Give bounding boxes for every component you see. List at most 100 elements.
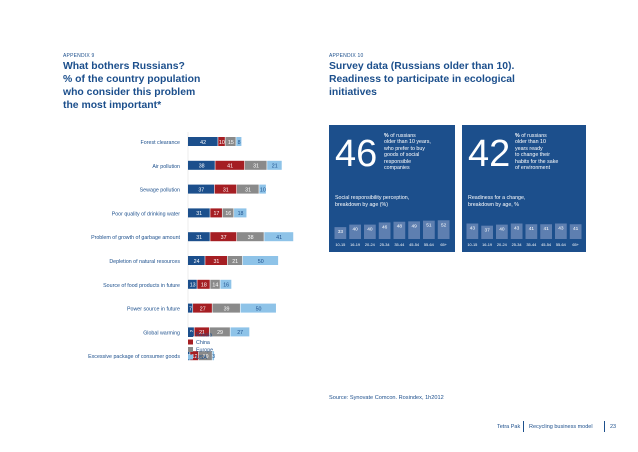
legend-swatch <box>188 347 193 352</box>
card2-big-number: 42 <box>468 133 511 175</box>
bar-value-label: 13 <box>190 283 196 289</box>
age-label: 45-54 <box>409 242 420 247</box>
age-bar-value: 43 <box>514 226 520 232</box>
card2-desc-line: older than 10 <box>515 139 546 146</box>
age-bar-value: 41 <box>529 226 535 232</box>
bar-segment-usa <box>240 303 276 313</box>
bar-value-label: 31 <box>253 164 259 170</box>
age-bar-value: 51 <box>426 223 432 229</box>
bar-value-label: 27 <box>200 306 206 312</box>
card2-desc-line: habits for the sake <box>515 158 559 165</box>
bar-segment-usa <box>234 208 247 218</box>
bar-value-label: 18 <box>201 283 207 289</box>
bar-segment-usa <box>236 137 242 146</box>
bar-segment-europe <box>210 279 220 289</box>
category-label: Source of food products in future <box>103 283 180 289</box>
bar-segment-usa <box>212 351 215 361</box>
age-bar-value: 43 <box>470 226 476 232</box>
age-bar-value: 41 <box>573 226 579 232</box>
bar-value-label: 21 <box>232 259 238 265</box>
category-label: Global warming <box>143 330 180 336</box>
bar-value-label: 50 <box>258 259 264 265</box>
card2-desc-line: years ready <box>515 145 543 152</box>
bar-segment-usa <box>259 184 266 194</box>
footer-company: Tetra Pak <box>497 424 521 430</box>
page-number: 23 <box>610 424 617 430</box>
category-label: Excessive package of consumer goods <box>88 354 180 360</box>
left-title-line: the most important* <box>63 100 162 111</box>
card1-desc-line: goods of social <box>384 152 420 159</box>
category-label: Power source in future <box>127 307 180 313</box>
age-label: 55-64 <box>556 242 567 247</box>
age-label: 10-15 <box>335 242 345 247</box>
age-bar <box>423 220 435 239</box>
age-bar <box>393 221 406 239</box>
bar-value-label: 21 <box>199 330 205 336</box>
left-title: What bothers Russians? % of the country … <box>63 60 313 112</box>
bar-value-label: 15 <box>228 140 234 146</box>
age-label: 20-24 <box>497 242 508 247</box>
bar-value-label: 39 <box>224 306 230 312</box>
appendix-10-label: APPENDIX 10 <box>329 53 364 59</box>
age-bar <box>466 223 479 239</box>
bar-segment-russia <box>188 303 193 313</box>
card2-subtitle: Readiness for a change, breakdown by age… <box>468 195 525 208</box>
bar-segment-europe <box>198 351 212 361</box>
card1-sub-line: breakdown by age (%) <box>335 201 388 208</box>
bar-value-label: 10 <box>219 140 225 146</box>
card2-description: % of russians older than 10 years ready … <box>515 133 558 171</box>
age-label: 45-54 <box>541 242 552 247</box>
age-bar-value: 37 <box>484 228 490 234</box>
bar-segment-china <box>190 351 199 361</box>
bar-value-label: 50 <box>256 306 262 312</box>
age-bar-value: 40 <box>499 227 505 233</box>
age-bar <box>496 224 508 239</box>
bar-segment-russia <box>188 160 215 170</box>
bar-value-label: 41 <box>227 164 233 170</box>
age-bar <box>540 224 552 239</box>
bar-value-label: 8 <box>238 140 241 146</box>
legend-label: Russia <box>196 333 212 339</box>
age-label: 16-19 <box>482 242 492 247</box>
bar-segment-russia <box>188 256 205 265</box>
right-title-line: Survey data (Russians older than 10). <box>329 61 515 72</box>
card2-desc-line: of russians <box>521 133 547 139</box>
bar-segment-usa <box>242 256 279 265</box>
bar-value-label: 37 <box>198 187 204 193</box>
source-note: Source: Synovate Comcon. Rosindex, 1h201… <box>329 395 444 401</box>
card2-sub-line: Readiness for a change, <box>468 195 526 201</box>
bar-value-label: 31 <box>196 211 202 217</box>
bar-segment-europe <box>244 160 267 170</box>
bar-segment-europe <box>209 327 230 337</box>
age-label: 25-34 <box>380 242 391 247</box>
readiness-card: 42 % of russians older than 10 years rea… <box>462 125 586 252</box>
bar-segment-europe <box>212 303 240 313</box>
bar-value-label: 31 <box>196 235 202 241</box>
card1-desc-line: responsible <box>384 158 412 165</box>
age-bar-value: 46 <box>382 224 388 230</box>
age-bar-value: 43 <box>558 226 564 232</box>
card1-age-chart: 33 10-15 40 16-19 40 20-24 46 25-34 48 35-44 49 45-… <box>334 220 450 247</box>
bar-segment-china <box>205 256 227 265</box>
bar-value-label: 7 <box>189 306 192 312</box>
age-bar-value: 41 <box>543 226 549 232</box>
age-bar-value: 52 <box>441 222 447 228</box>
age-label: 55-64 <box>424 242 435 247</box>
bar-segment-usa <box>220 279 232 289</box>
bar-value-label: 27 <box>237 330 243 336</box>
card1-subtitle: Social responsibility perception, breakd… <box>335 195 409 208</box>
age-label: 20-24 <box>365 242 376 247</box>
legend-swatch <box>188 332 193 337</box>
legend-swatch <box>188 354 193 360</box>
legend-label: Europe <box>196 348 213 354</box>
bar-value-label: 38 <box>199 164 205 170</box>
card2-percent-sign: % <box>515 133 520 139</box>
bar-value-label: 16 <box>223 283 229 289</box>
age-bar <box>437 220 450 239</box>
bar-value-label: 24 <box>194 259 200 265</box>
legend-label: China <box>196 340 210 346</box>
bar-value-label: 14 <box>212 283 218 289</box>
bar-segment-china <box>194 327 209 337</box>
age-label: 10-15 <box>467 242 477 247</box>
bar-value-label: 42 <box>200 140 206 146</box>
